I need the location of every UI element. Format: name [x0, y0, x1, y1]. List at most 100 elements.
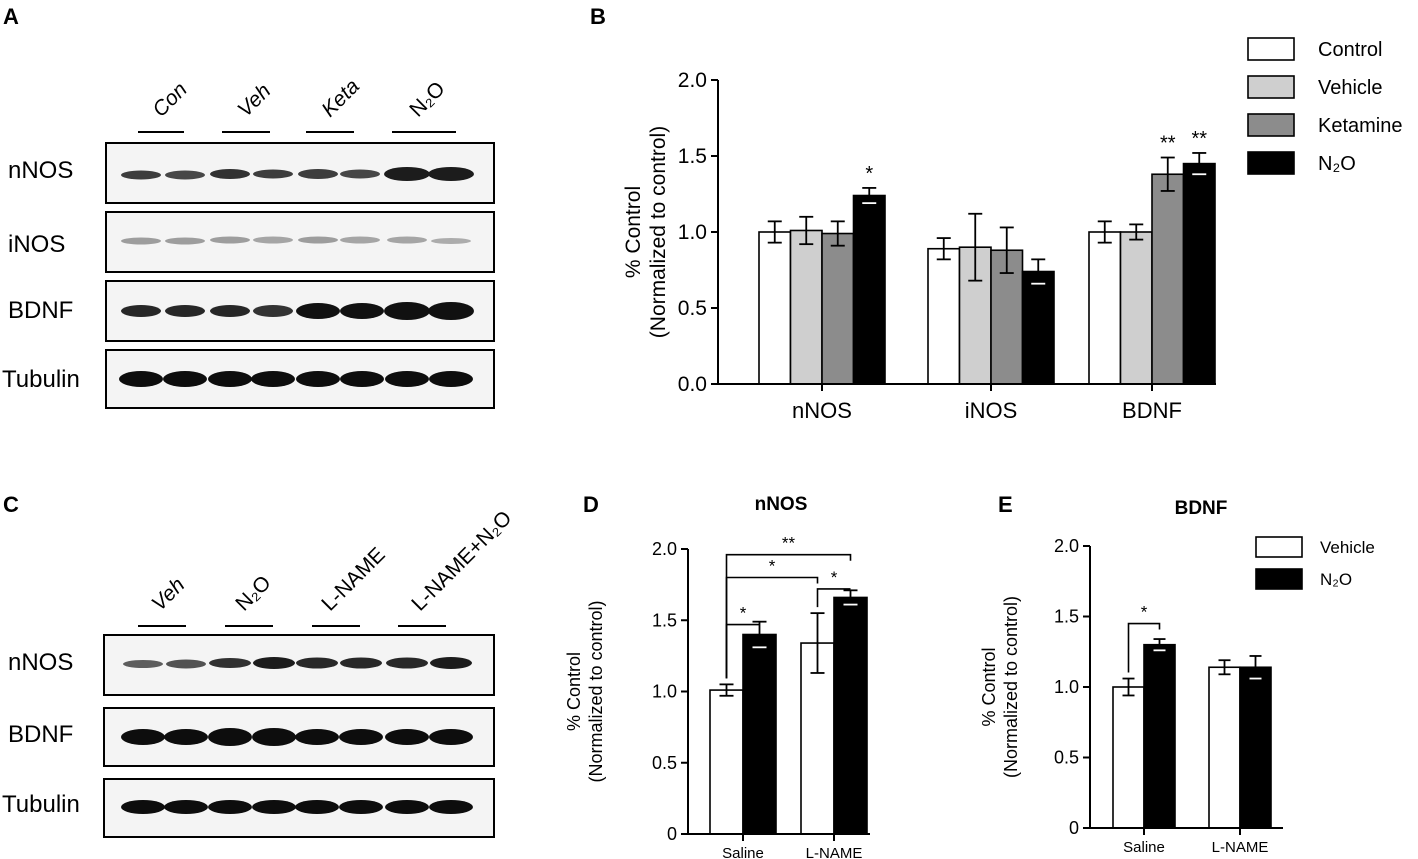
y-tick-label: 0.0 — [678, 373, 707, 396]
x-tick-label: BDNF — [1122, 398, 1182, 423]
blot-c-lane-label: Veh — [147, 573, 189, 615]
significance-label: * — [1141, 603, 1148, 622]
x-tick-label: L-NAME — [806, 845, 863, 859]
legend-swatch — [1247, 151, 1295, 175]
western-blot-c: Veh N₂O L-NAME L-NAME+N₂O nNOS BDNF Tubu… — [2, 506, 516, 838]
legend-label: Control — [1318, 39, 1382, 61]
y-axis-label-line: (Normalized to control) — [586, 600, 606, 782]
y-axis-label: % Control(Normalized to control) — [979, 596, 1021, 778]
x-tick-label: nNOS — [792, 398, 852, 423]
y-axis-label: % Control(Normalized to control) — [564, 600, 606, 782]
significance-bracket — [725, 553, 852, 679]
blot-c-lane-label: L-NAME+N₂O — [407, 506, 516, 615]
y-axis-label-line: % Control — [622, 186, 645, 278]
panel-letter-d: D — [583, 492, 599, 517]
bar — [709, 689, 744, 835]
western-blot-a: Con Veh Keta N₂O nNOS iNOS BDNF Tubulin — [2, 75, 495, 409]
legend-swatch — [1247, 113, 1295, 137]
blot-a-lane-label: Con — [148, 78, 192, 122]
chart-title: BDNF — [1175, 498, 1228, 519]
blot-c-lane-label: N₂O — [231, 571, 275, 615]
bar — [758, 231, 792, 385]
legend-swatch — [1247, 75, 1295, 99]
significance-label: ** — [1160, 133, 1176, 155]
bar — [1239, 666, 1272, 829]
y-tick-label: 1.0 — [1054, 677, 1079, 697]
y-axis-label-line: (Normalized to control) — [1001, 596, 1021, 778]
blot-a-row-label: nNOS — [8, 157, 73, 184]
bar — [1112, 686, 1145, 829]
bar — [800, 642, 835, 835]
legend-label: Ketamine — [1318, 115, 1403, 137]
bar — [789, 229, 823, 385]
panel-letter-b: B — [590, 4, 606, 29]
y-axis-label-line: % Control — [564, 652, 584, 731]
bar — [1119, 231, 1153, 385]
bar-chart-e: BDNF % Control (Normalized to control) 0 0.5… — [979, 498, 1375, 856]
significance-label: * — [831, 568, 838, 587]
y-tick-label: 0.5 — [678, 297, 707, 320]
y-tick-label: 0.5 — [1054, 748, 1079, 768]
bar — [821, 232, 855, 385]
x-tick-label: L-NAME — [1212, 839, 1269, 856]
significance-label: * — [769, 557, 776, 576]
x-tick-label: iNOS — [965, 398, 1018, 423]
panel-letter-c: C — [3, 492, 19, 517]
blot-bands-bdnf — [121, 728, 473, 746]
panel-letter-a: A — [3, 4, 19, 29]
blot-a-lane-label: Keta — [317, 75, 364, 122]
x-tick-label: Saline — [722, 845, 764, 859]
blot-bands-tubulin — [121, 800, 473, 814]
blot-bands-nnos — [121, 167, 474, 181]
legend-swatch — [1247, 37, 1295, 61]
y-tick-label: 0 — [667, 824, 677, 844]
significance-label: * — [865, 163, 873, 185]
y-tick-label: 2.0 — [652, 539, 677, 559]
blot-bands-nnos — [123, 657, 472, 669]
bar — [833, 596, 868, 835]
bar — [1143, 643, 1176, 829]
y-tick-label: 2.0 — [678, 69, 707, 92]
blot-a-row-label: BDNF — [8, 297, 73, 324]
bar — [1182, 162, 1216, 385]
bar — [1208, 666, 1241, 829]
bar-chart-d: nNOS % Control (Normalized to control) 0 0.5… — [564, 494, 870, 859]
significance-label: * — [740, 604, 747, 623]
blot-c-row-label: Tubulin — [2, 791, 80, 818]
bar — [1088, 231, 1122, 385]
y-axis-label: % Control(Normalized to control) — [622, 126, 670, 338]
x-tick-label: Saline — [1123, 839, 1165, 856]
legend-label: Vehicle — [1320, 538, 1375, 557]
panel-letter-e: E — [998, 492, 1013, 517]
bar-chart-b: % Control(Normalized to control) 0.0 0.5 1.… — [622, 37, 1403, 423]
blot-a-lane-label: N₂O — [405, 77, 449, 121]
y-tick-label: 1.5 — [1054, 607, 1079, 627]
blot-bands-bdnf — [121, 302, 474, 320]
legend-label: Vehicle — [1318, 77, 1383, 99]
blot-a-lane-label: Veh — [233, 79, 275, 121]
y-tick-label: 1.0 — [652, 682, 677, 702]
significance-bracket — [816, 588, 851, 608]
blot-a-row-label: iNOS — [8, 231, 65, 258]
blot-a-row-label: Tubulin — [2, 366, 80, 393]
y-tick-label: 1.5 — [652, 610, 677, 630]
legend-label: N₂O — [1318, 153, 1356, 175]
y-tick-label: 0 — [1069, 818, 1079, 838]
blot-bands-tubulin — [119, 371, 473, 387]
blot-bands-inos — [121, 236, 471, 245]
bar — [852, 194, 886, 385]
blot-c-row-label: BDNF — [8, 721, 73, 748]
y-tick-label: 2.0 — [1054, 536, 1079, 556]
legend-label: N₂O — [1320, 570, 1352, 589]
significance-bracket — [1127, 622, 1161, 673]
significance-label: ** — [782, 534, 796, 553]
bar — [927, 247, 961, 385]
y-tick-label: 1.0 — [678, 221, 707, 244]
bar — [1151, 173, 1185, 385]
legend-swatch — [1255, 536, 1303, 558]
y-tick-label: 1.5 — [678, 145, 707, 168]
bar — [1021, 270, 1055, 385]
y-tick-label: 0.5 — [652, 753, 677, 773]
y-axis-label-line: (Normalized to control) — [647, 126, 670, 338]
